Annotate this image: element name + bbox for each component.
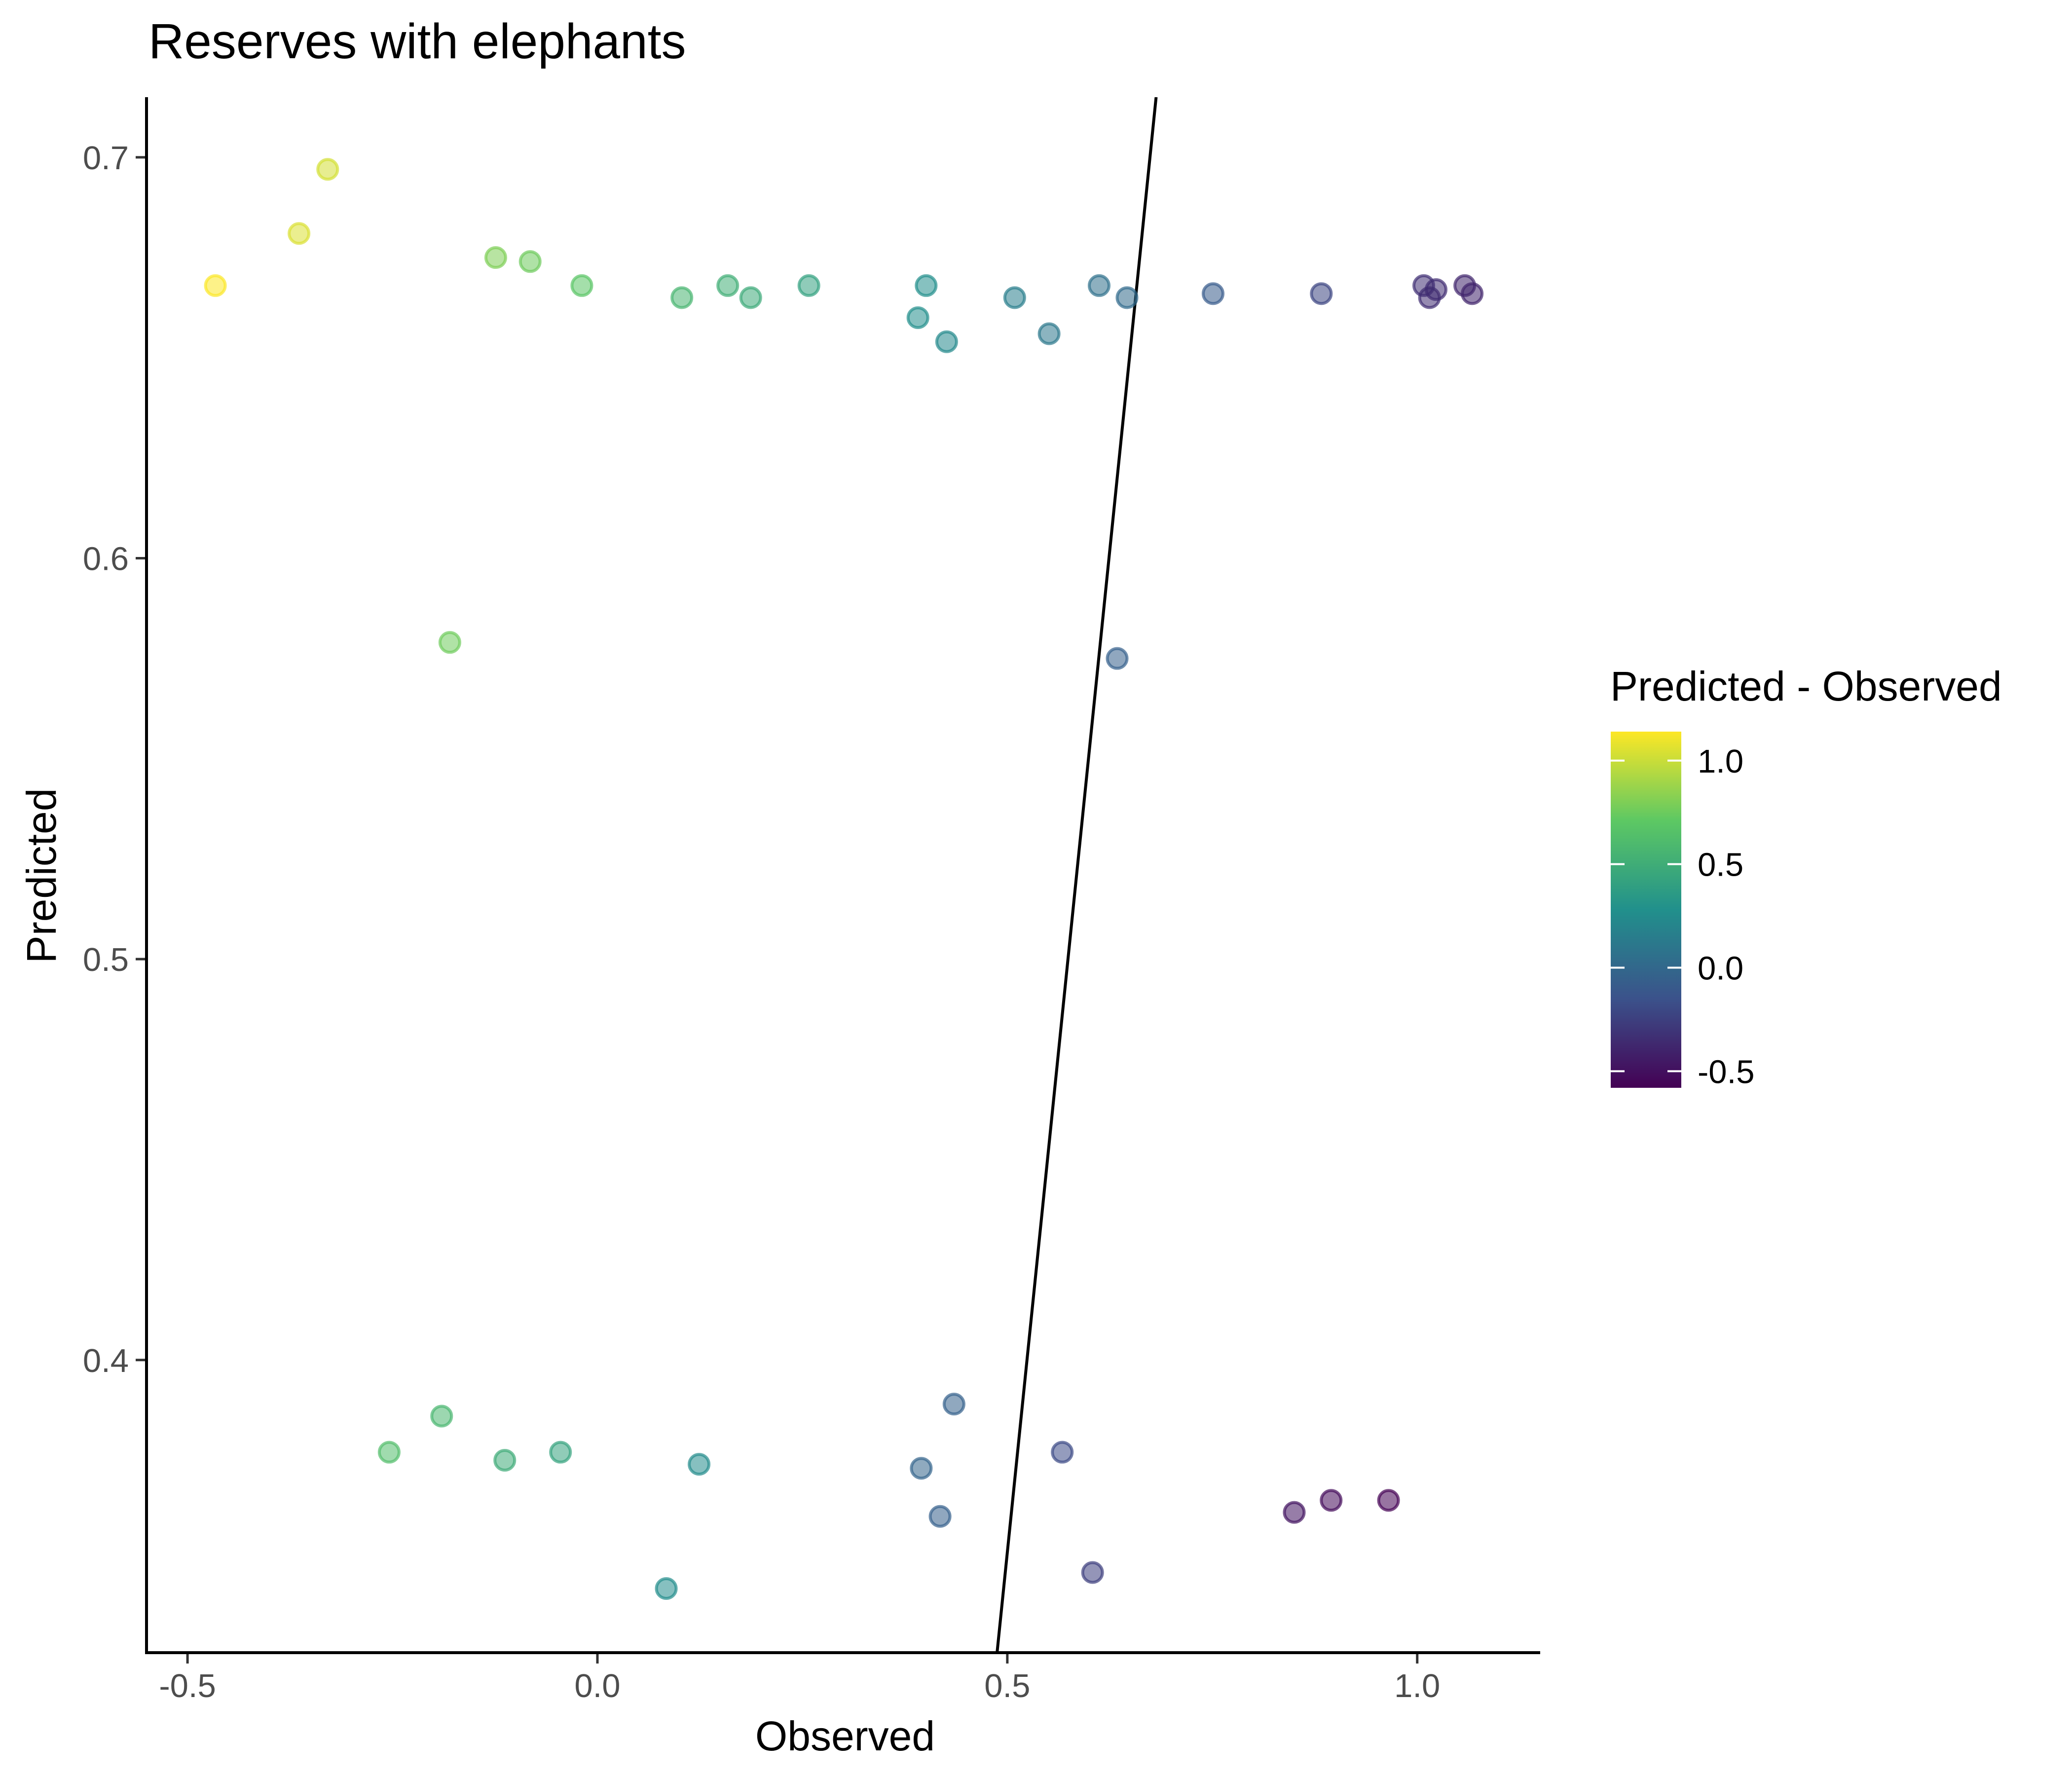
data-point [430,1405,453,1428]
y-tick-label: 0.4 [83,1342,129,1379]
x-tick-label: 0.0 [574,1667,620,1704]
y-tick-label: 0.6 [83,541,129,578]
reference-line-group [996,97,1158,1653]
data-point [1106,647,1129,670]
data-point [484,246,507,269]
data-point [1424,278,1447,301]
x-tick-label: 1.0 [1394,1667,1440,1704]
data-point [1320,1489,1343,1512]
data-point [670,286,694,309]
colorbar-tick-label: -0.5 [1698,1053,1754,1090]
data-point [570,274,593,297]
data-point [549,1441,572,1464]
x-tick-label: 0.5 [984,1667,1030,1704]
x-tick-label: -0.5 [159,1667,216,1704]
colorbar-tick-label: 1.0 [1698,743,1743,780]
data-point [739,286,762,309]
data-point [1087,274,1110,297]
y-axis-title: Predicted [18,788,65,963]
points-group [204,158,1484,1600]
data-point [906,306,929,329]
y-tick-label: 0.5 [83,941,129,978]
colorbar-tick-label: 0.5 [1698,847,1743,884]
colorbar-gradient [1611,732,1681,1088]
data-point [1003,286,1026,309]
data-point [928,1505,952,1528]
data-point [1081,1561,1104,1584]
data-point [797,274,820,297]
data-point [1037,322,1061,345]
data-point [942,1393,965,1416]
data-point [316,158,339,181]
data-point [1115,286,1139,309]
data-point [915,274,938,297]
data-point [288,222,311,245]
x-axis-ticks: -0.5 0.0 0.5 1.0 [159,1654,1440,1704]
data-point [518,250,542,273]
data-point [910,1457,933,1480]
y-axis-ticks: 0.4 0.5 0.6 0.7 [83,140,145,1379]
data-point [493,1448,517,1472]
colorbar-tick-label: 0.0 [1698,950,1743,987]
data-point [1051,1441,1074,1464]
colorbar-legend: Predicted - Observed -0.5 0.0 0.5 1.0 [1610,663,2002,1090]
data-point [1310,282,1333,305]
chart-title: Reserves with elephants [148,14,686,69]
data-point [935,330,958,353]
reference-line [996,97,1158,1653]
colorbar-title: Predicted - Observed [1610,663,2002,709]
colorbar-ticks: -0.5 0.0 0.5 1.0 [1611,743,1754,1090]
data-point [716,274,740,297]
x-axis-title: Observed [755,1713,935,1759]
data-point [1461,282,1484,305]
data-point [1377,1489,1400,1512]
data-point [655,1577,678,1600]
data-point [438,631,461,654]
data-point [1283,1501,1306,1524]
data-point [377,1441,401,1464]
data-point [1201,282,1224,305]
data-point [204,274,227,297]
y-tick-label: 0.7 [83,140,129,177]
data-point [688,1453,711,1476]
